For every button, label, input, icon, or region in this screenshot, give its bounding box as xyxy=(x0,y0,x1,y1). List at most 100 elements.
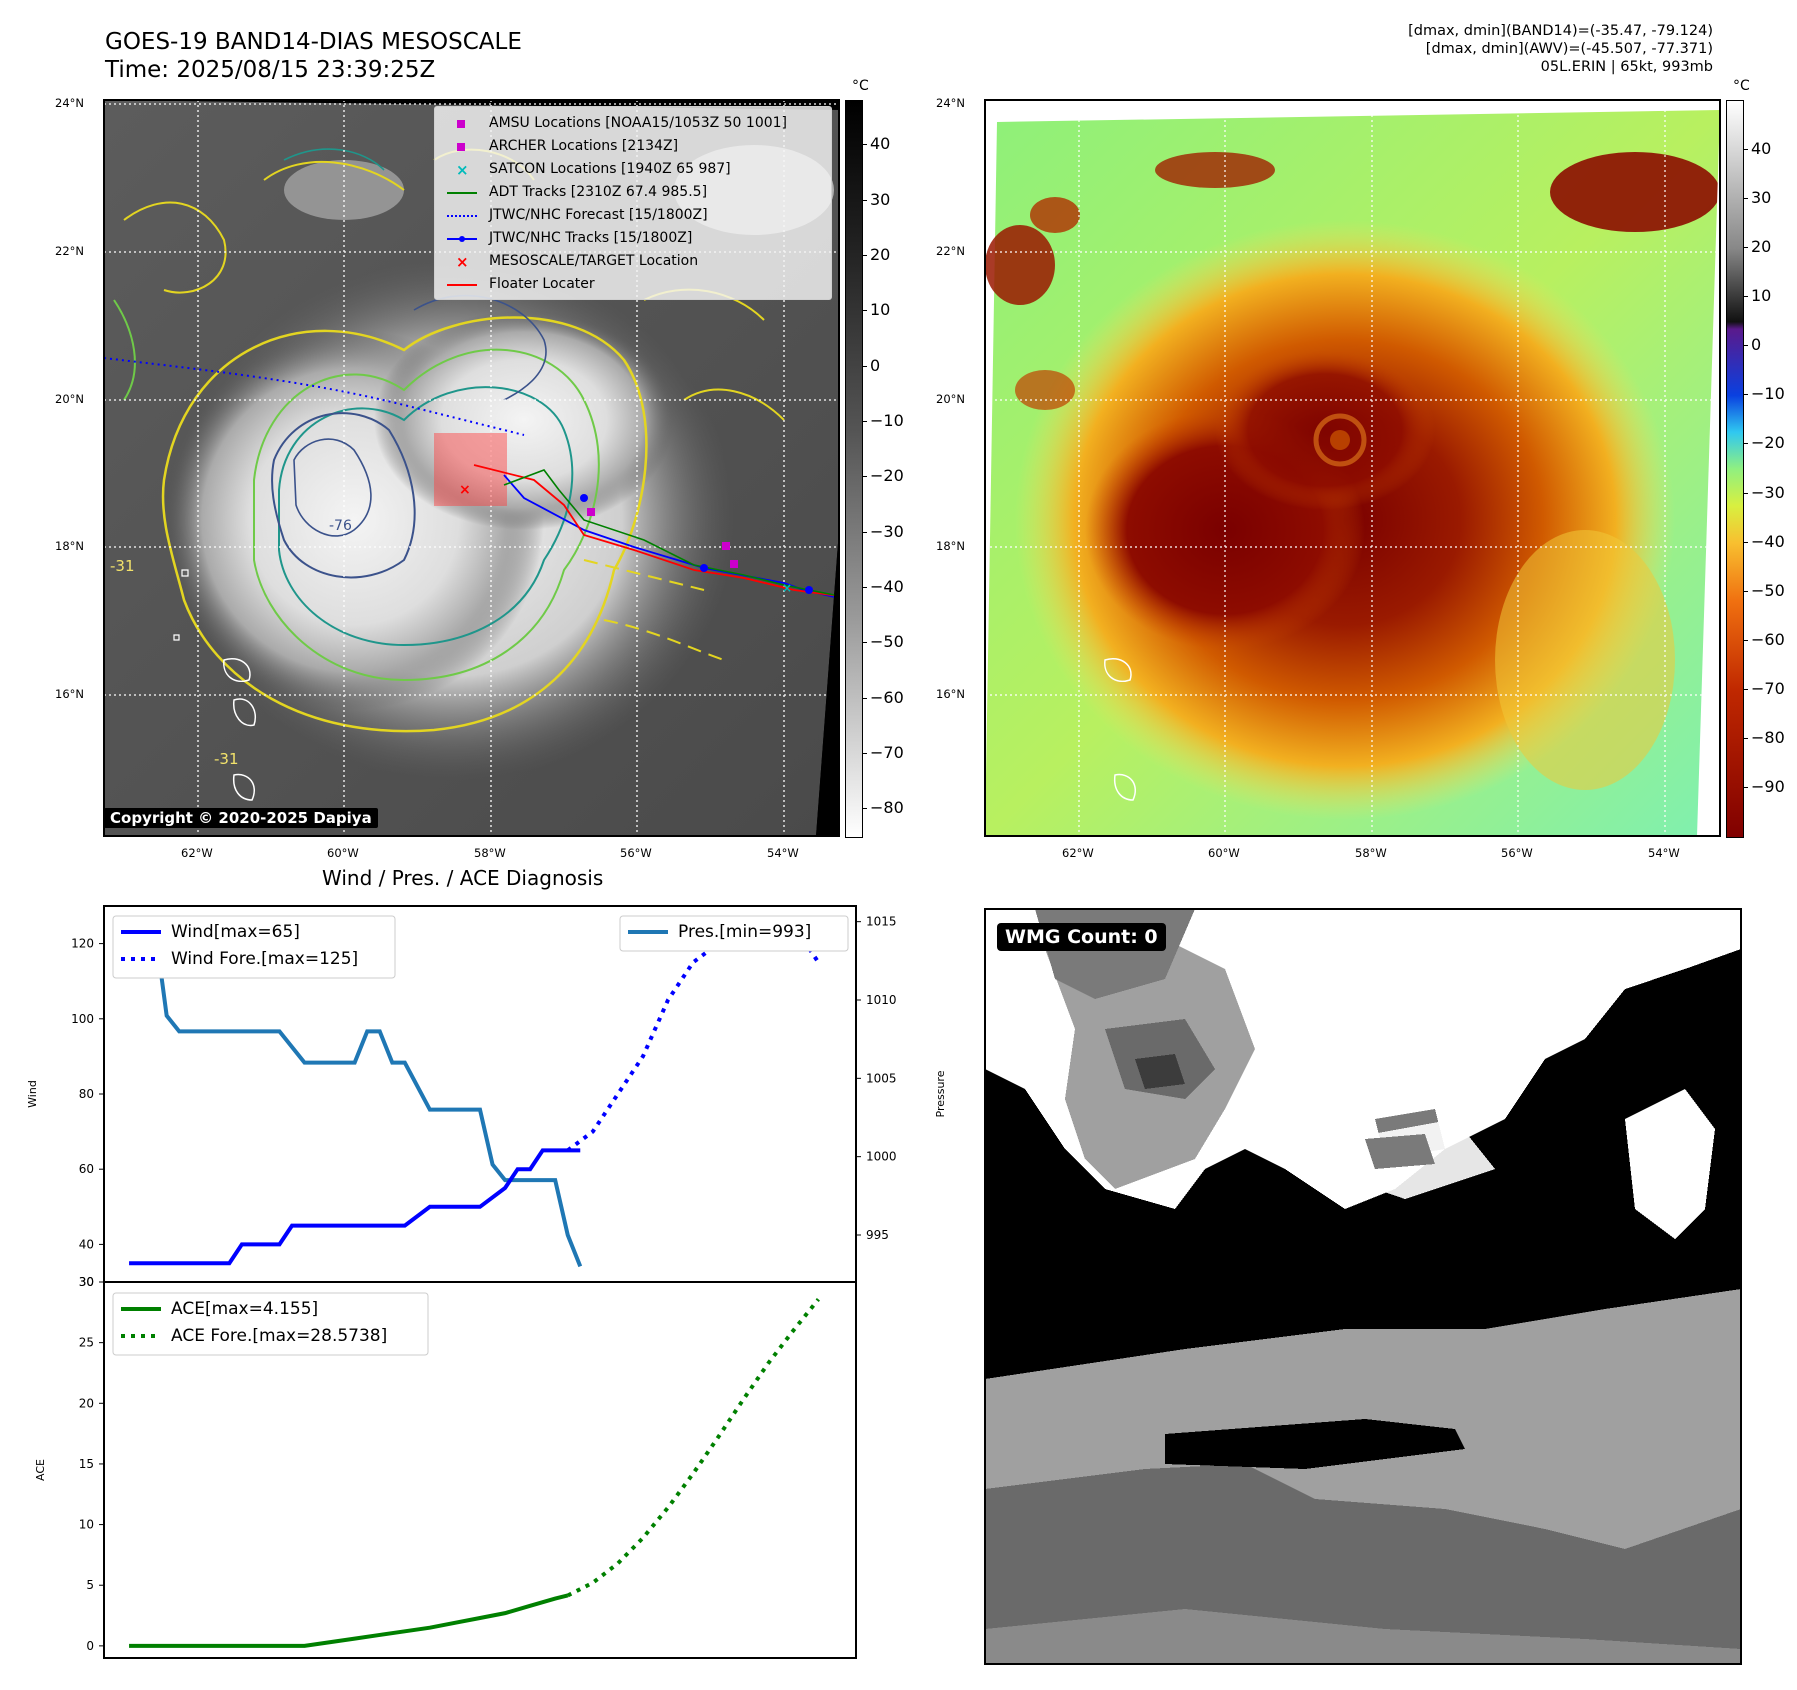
legend-label: Wind Fore.[max=125] xyxy=(171,949,358,969)
ace-axes-frame xyxy=(103,1281,857,1659)
ace-tick-label: 10 xyxy=(79,1518,94,1532)
ir-colorbar-unit: °C xyxy=(852,78,869,94)
ir-colorbar-tick-label: 30 xyxy=(870,189,891,209)
legend-entry: JTWC/NHC Forecast [15/1800Z] xyxy=(447,204,787,227)
ir-colorbar-tick-mark xyxy=(862,752,867,754)
wind-tick-label: 40 xyxy=(79,1237,94,1251)
legend-label: ADT Tracks [2310Z 67.4 985.5] xyxy=(489,184,708,200)
title-line-1: GOES-19 BAND14-DIAS MESOSCALE xyxy=(105,29,522,55)
lat-tick-label: 18°N xyxy=(936,539,965,553)
color-colorbar-tick-label: −30 xyxy=(1751,482,1785,502)
legend-entry: ADT Tracks [2310Z 67.4 985.5] xyxy=(447,181,787,204)
legend-label: MESOSCALE/TARGET Location xyxy=(489,253,699,269)
color-colorbar-tick-mark xyxy=(1743,198,1748,200)
pressure-tick-label: 995 xyxy=(866,1228,889,1242)
color-colorbar-tick-label: −40 xyxy=(1751,531,1785,551)
lat-tick-label: 24°N xyxy=(936,96,965,110)
ir-colorbar-tick-label: 40 xyxy=(870,134,891,154)
ir-colorbar-tick-mark xyxy=(862,476,867,478)
color-colorbar-tick-mark xyxy=(1743,149,1748,151)
color-colorbar-tick-label: −90 xyxy=(1751,776,1785,796)
legend-marker-icon xyxy=(447,233,477,245)
legend-entry: AMSU Locations [NOAA15/1053Z 50 1001] xyxy=(447,112,787,135)
stats-block: [dmax, dmin](BAND14)=(-35.47, -79.124) [… xyxy=(1113,22,1713,76)
contour-label-2: -31 xyxy=(214,750,239,768)
color-colorbar-tick-mark xyxy=(1743,688,1748,690)
lat-tick-label: 16°N xyxy=(55,687,84,701)
ace-axis-label: ACE xyxy=(34,1459,47,1481)
legend-marker-icon: × xyxy=(456,160,469,179)
wind-tick-label: 120 xyxy=(71,937,94,951)
legend-entry: × SATCON Locations [1940Z 65 987] xyxy=(447,158,787,181)
lon-tick-label: 56°W xyxy=(1501,846,1533,860)
legend-label: Floater Locater xyxy=(489,276,595,292)
wind-axis-label: Wind xyxy=(26,1080,39,1108)
color-colorbar-tick-mark xyxy=(1743,345,1748,347)
ir-colorbar-tick-mark xyxy=(862,586,867,588)
ace-tick-label: 0 xyxy=(86,1639,94,1653)
ir-colorbar-tick-label: 0 xyxy=(870,355,881,375)
color-colorbar-tick-mark xyxy=(1743,786,1748,788)
wind-tick-label: 30 xyxy=(79,1275,94,1289)
legend-label: JTWC/NHC Forecast [15/1800Z] xyxy=(489,207,708,223)
ir-colorbar-tick-mark xyxy=(862,697,867,699)
ir-colorbar-tick-mark xyxy=(862,144,867,146)
pressure-line xyxy=(129,919,583,1268)
color-colorbar-tick-label: −50 xyxy=(1751,580,1785,600)
lat-tick-label: 20°N xyxy=(55,392,84,406)
pressure-tick-label: 1010 xyxy=(866,993,897,1007)
color-colorbar-tick-label: −70 xyxy=(1751,678,1785,698)
lon-tick-label: 58°W xyxy=(474,846,506,860)
color-colorbar-tick-label: 10 xyxy=(1751,286,1772,306)
color-colorbar-tick-label: −60 xyxy=(1751,629,1785,649)
lat-tick-label: 16°N xyxy=(936,687,965,701)
wind-tick-label: 100 xyxy=(71,1012,94,1026)
ir-colorbar-tick-label: −20 xyxy=(870,466,904,486)
lat-tick-label: 22°N xyxy=(55,244,84,258)
lon-tick-label: 62°W xyxy=(181,846,213,860)
legend-entry: JTWC/NHC Tracks [15/1800Z] xyxy=(447,227,787,250)
legend-label: AMSU Locations [NOAA15/1053Z 50 1001] xyxy=(489,115,788,131)
color-colorbar-tick-label: 40 xyxy=(1751,139,1772,159)
pressure-legend xyxy=(619,915,849,952)
lat-tick-label: 22°N xyxy=(936,244,965,258)
color-colorbar-tick-mark xyxy=(1743,590,1748,592)
ace-tick-label: 20 xyxy=(79,1396,94,1410)
ace-tick-label: 15 xyxy=(79,1457,94,1471)
legend-marker-icon xyxy=(447,141,477,153)
legend-label: SATCON Locations [1940Z 65 987] xyxy=(489,161,731,177)
color-colorbar-tick-mark xyxy=(1743,639,1748,641)
legend-marker-icon xyxy=(447,279,477,291)
wind-tick-label: 60 xyxy=(79,1162,94,1176)
stats-line-3: 05L.ERIN | 65kt, 993mb xyxy=(1540,59,1713,75)
color-colorbar-tick-mark xyxy=(1743,394,1748,396)
ace-forecast-line xyxy=(566,1298,820,1598)
lon-tick-label: 54°W xyxy=(767,846,799,860)
ace-tick-label: 5 xyxy=(86,1578,94,1592)
ace-tick-label: 30 xyxy=(79,1275,94,1289)
color-colorbar-tick-mark xyxy=(1743,737,1748,739)
ir-colorbar-tick-mark xyxy=(862,199,867,201)
legend-label: ACE[max=4.155] xyxy=(171,1299,318,1319)
ir-map-panel: × × -31 -31 -76 AMSU Locations [NOAA15/1… xyxy=(104,100,839,836)
color-colorbar-tick-mark xyxy=(1743,492,1748,494)
ir-colorbar-tick-label: −80 xyxy=(870,798,904,818)
ir-colorbar-tick-mark xyxy=(862,642,867,644)
ir-colorbar-tick-mark xyxy=(862,254,867,256)
color-colorbar-tick-label: 0 xyxy=(1751,335,1762,355)
title-line-2: Time: 2025/08/15 23:39:25Z xyxy=(105,57,436,83)
ace-tick-label: 25 xyxy=(79,1336,94,1350)
color-map-image xyxy=(985,100,1720,836)
lon-tick-label: 54°W xyxy=(1648,846,1680,860)
lon-tick-label: 60°W xyxy=(1208,846,1240,860)
ir-colorbar-tick-label: −70 xyxy=(870,742,904,762)
legend-entry: ARCHER Locations [2134Z] xyxy=(447,135,787,158)
contour-label-1: -31 xyxy=(110,557,135,575)
ir-colorbar-tick-label: −60 xyxy=(870,687,904,707)
legend-label: ACE Fore.[max=28.5738] xyxy=(171,1326,387,1346)
pressure-tick-label: 1015 xyxy=(866,915,897,929)
copyright-label: Copyright © 2020-2025 Dapiya xyxy=(104,808,378,828)
ir-colorbar-tick-label: −40 xyxy=(870,576,904,596)
color-colorbar xyxy=(1726,100,1744,838)
